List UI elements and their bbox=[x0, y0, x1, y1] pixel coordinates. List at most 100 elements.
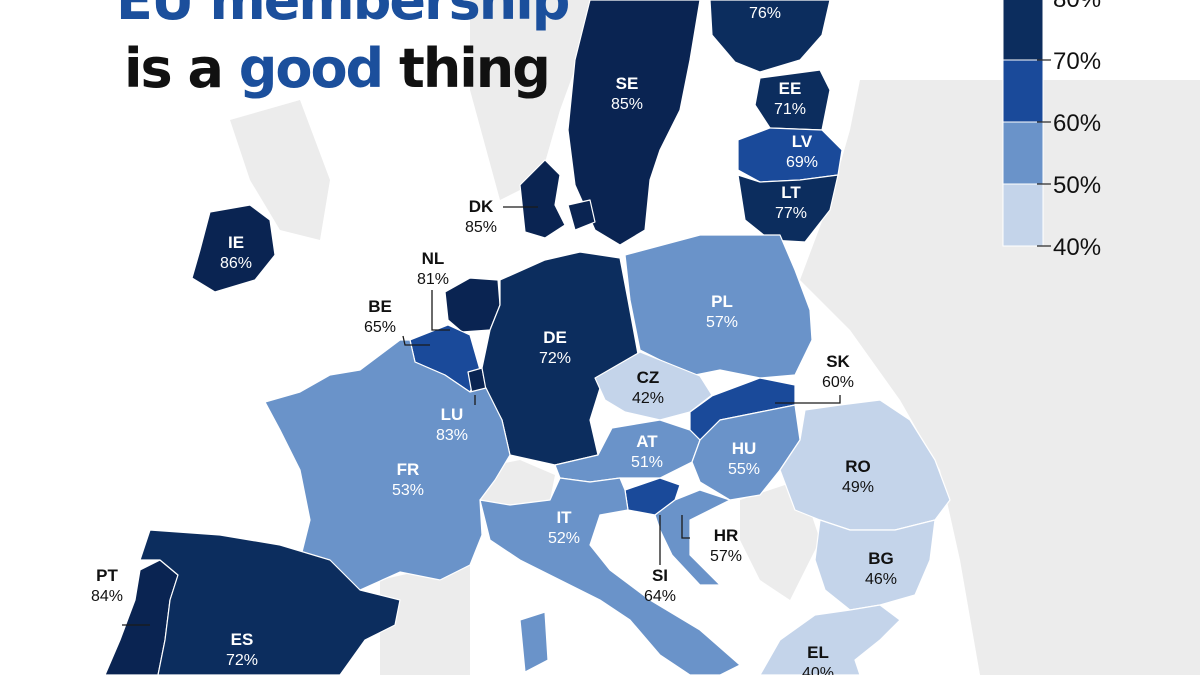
country-FR bbox=[264, 339, 511, 591]
country-value: 86% bbox=[220, 255, 252, 272]
country-code: EL bbox=[807, 643, 829, 662]
country-value: 57% bbox=[710, 548, 742, 565]
country-value: 69% bbox=[786, 154, 818, 171]
country-code: AT bbox=[636, 432, 658, 451]
country-EL bbox=[759, 604, 901, 675]
country-code: SI bbox=[652, 566, 668, 585]
label-IE: IE 86% bbox=[220, 233, 252, 272]
title-line-1: EU membership bbox=[116, 0, 570, 32]
country-code: DK bbox=[469, 197, 494, 216]
label-FR: FR 53% bbox=[392, 460, 424, 499]
country-value: 52% bbox=[548, 530, 580, 547]
country-value: 60% bbox=[822, 374, 854, 391]
label-LT: LT 77% bbox=[775, 183, 807, 222]
title-line-2-pre: is a bbox=[124, 37, 239, 100]
country-code: BG bbox=[868, 549, 894, 568]
label-DE: DE 72% bbox=[539, 328, 571, 367]
label-NL: NL 81% bbox=[417, 249, 449, 288]
country-value: 81% bbox=[417, 271, 449, 288]
label-DK: DK 85% bbox=[465, 197, 497, 236]
country-code: PT bbox=[96, 566, 118, 585]
country-labels: FI 76% SE 85% EE 71% LV 69% LT 77% DK 85% IE 86% NL 81%… bbox=[91, 0, 897, 675]
label-EL: EL 40% bbox=[802, 643, 834, 675]
title-highlight: good bbox=[238, 37, 385, 100]
country-value: 57% bbox=[706, 314, 738, 331]
country-code: HU bbox=[732, 439, 757, 458]
legend-label: 80% bbox=[1053, 0, 1101, 13]
country-PL bbox=[624, 234, 813, 379]
title-line-2: is a good thing bbox=[124, 37, 551, 100]
country-value: 72% bbox=[226, 652, 258, 669]
country-code: LV bbox=[792, 132, 813, 151]
country-code: IE bbox=[228, 233, 244, 252]
label-RO: RO 49% bbox=[842, 457, 874, 496]
leader-lines bbox=[122, 206, 841, 626]
country-value: 77% bbox=[775, 205, 807, 222]
country-value: 72% bbox=[539, 350, 571, 367]
country-value: 83% bbox=[436, 427, 468, 444]
label-BE: BE 65% bbox=[364, 297, 396, 336]
country-value: 71% bbox=[774, 101, 806, 118]
title-line-2-post: thing bbox=[382, 37, 551, 100]
country-IT-sardinia bbox=[519, 611, 549, 673]
country-code: LU bbox=[441, 405, 464, 424]
country-code: NL bbox=[422, 249, 445, 268]
label-ES: ES 72% bbox=[226, 630, 258, 669]
country-SE bbox=[567, 0, 701, 246]
country-value: 65% bbox=[364, 319, 396, 336]
legend-swatch bbox=[1002, 0, 1044, 61]
country-LT bbox=[737, 174, 839, 243]
country-value: 49% bbox=[842, 479, 874, 496]
country-code: BE bbox=[368, 297, 392, 316]
legend-label: 40% bbox=[1053, 234, 1101, 261]
legend-swatch bbox=[1002, 183, 1044, 247]
country-DK bbox=[519, 159, 566, 239]
country-code: EE bbox=[779, 79, 802, 98]
label-PT: PT 84% bbox=[91, 566, 123, 605]
label-AT: AT 51% bbox=[631, 432, 663, 471]
legend-swatch bbox=[1002, 59, 1044, 123]
country-value: 76% bbox=[749, 5, 781, 22]
country-value: 84% bbox=[91, 588, 123, 605]
country-value: 55% bbox=[728, 461, 760, 478]
country-code: LT bbox=[781, 183, 801, 202]
country-value: 64% bbox=[644, 588, 676, 605]
country-value: 51% bbox=[631, 454, 663, 471]
country-value: 40% bbox=[802, 665, 834, 675]
country-value: 46% bbox=[865, 571, 897, 588]
country-value: 85% bbox=[611, 96, 643, 113]
country-code: RO bbox=[845, 457, 871, 476]
label-HR: HR 57% bbox=[710, 526, 742, 565]
country-code: IT bbox=[556, 508, 572, 527]
country-DK-islands bbox=[567, 199, 596, 231]
legend-label: 60% bbox=[1053, 110, 1101, 137]
country-code: CZ bbox=[637, 368, 660, 387]
label-EE: EE 71% bbox=[774, 79, 806, 118]
legend-swatch bbox=[1002, 121, 1044, 185]
legend-label: 50% bbox=[1053, 172, 1101, 199]
non-eu-land bbox=[230, 0, 1200, 675]
label-HU: HU 55% bbox=[728, 439, 760, 478]
country-IT bbox=[479, 477, 741, 675]
country-BG bbox=[814, 519, 936, 611]
country-IE bbox=[191, 204, 276, 293]
label-IT: IT 52% bbox=[548, 508, 580, 547]
country-code: FR bbox=[397, 460, 420, 479]
country-code: ES bbox=[231, 630, 254, 649]
label-LU: LU 83% bbox=[436, 405, 468, 444]
label-FI: FI 76% bbox=[749, 0, 781, 22]
country-code: PL bbox=[711, 292, 733, 311]
label-LV: LV 69% bbox=[786, 132, 818, 171]
country-NL bbox=[444, 277, 501, 333]
country-value: 42% bbox=[632, 390, 664, 407]
country-FI bbox=[709, 0, 831, 73]
legend-label: 70% bbox=[1053, 48, 1101, 75]
country-code: DE bbox=[543, 328, 567, 347]
country-value: 85% bbox=[465, 219, 497, 236]
legend: 80% 70% 60% 50% 40% bbox=[1002, 0, 1101, 261]
country-ES bbox=[139, 529, 401, 675]
country-code: HR bbox=[714, 526, 739, 545]
label-SK: SK 60% bbox=[822, 352, 854, 391]
